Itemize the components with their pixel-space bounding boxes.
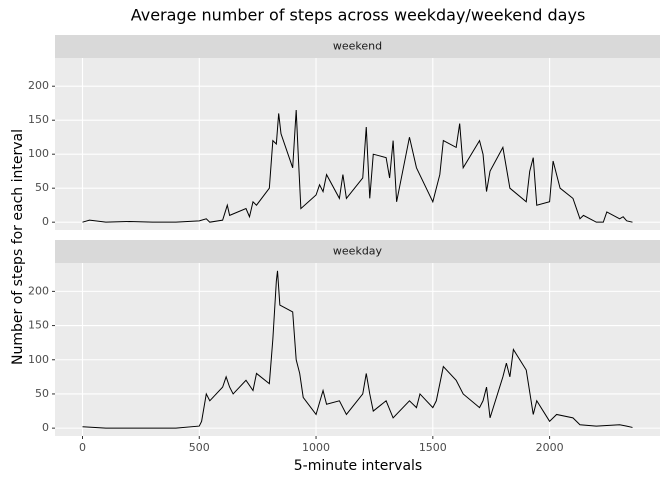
strip [55,35,660,58]
line [82,270,633,429]
y-tick-label: 200 [28,284,49,297]
x-axis-label: 5-minute intervals [294,458,422,474]
strip-label: weekend [333,40,382,53]
y-tick-label: 200 [28,79,49,92]
y-tick-label: 0 [42,215,49,228]
y-tick-label: 100 [28,147,49,160]
x-tick-label: 2000 [536,441,564,454]
panel-background [55,263,660,436]
x-tick-label: 1500 [419,441,447,454]
y-tick-label: 100 [28,353,49,366]
y-tick-label: 150 [28,113,49,126]
strip [55,240,660,263]
y-tick-label: 0 [42,421,49,434]
chart-title: Average number of steps across weekday/w… [131,6,586,25]
y-tick-label: 150 [28,319,49,332]
y-tick-label: 50 [35,181,49,194]
x-tick-label: 1000 [302,441,330,454]
panel-background [55,58,660,230]
strip-label: weekday [333,245,383,258]
x-tick-label: 500 [189,441,210,454]
x-tick-label: 0 [79,441,86,454]
line [82,109,633,223]
y-tick-label: 50 [35,387,49,400]
y-axis-label: Number of steps for each interval [10,129,26,365]
